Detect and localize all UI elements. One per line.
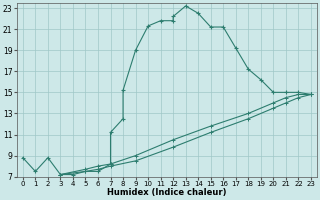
X-axis label: Humidex (Indice chaleur): Humidex (Indice chaleur) [107,188,227,197]
